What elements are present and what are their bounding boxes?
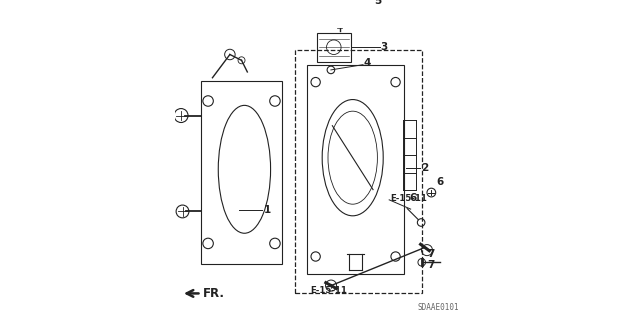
Text: 7: 7: [428, 260, 435, 270]
Text: 6: 6: [410, 193, 417, 204]
Text: SDAAE0101: SDAAE0101: [417, 303, 459, 312]
Text: E-15-11: E-15-11: [310, 286, 348, 295]
Text: 1: 1: [263, 205, 271, 215]
Text: 5: 5: [374, 0, 381, 6]
Text: 4: 4: [364, 58, 371, 68]
Text: E-15-11: E-15-11: [390, 194, 427, 203]
Text: 2: 2: [421, 163, 428, 173]
Text: 3: 3: [380, 42, 388, 52]
Text: 6: 6: [436, 177, 444, 187]
Text: 7: 7: [428, 249, 435, 259]
Text: FR.: FR.: [203, 287, 225, 300]
